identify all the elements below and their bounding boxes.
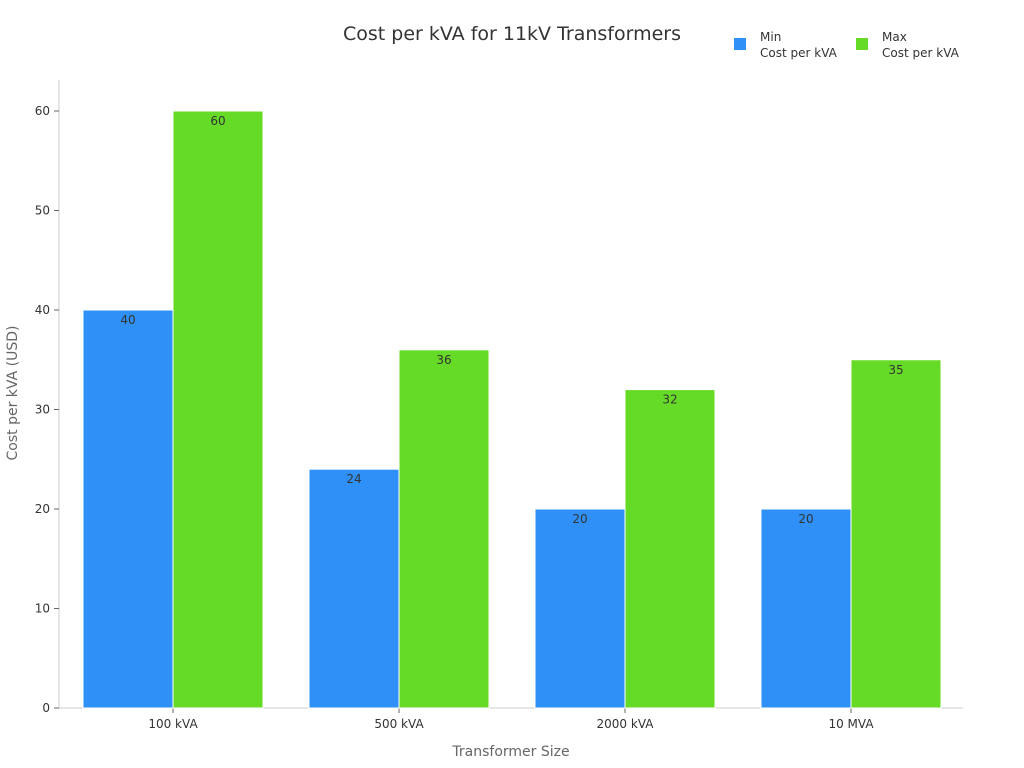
y-tick-label: 30 — [35, 403, 50, 417]
bar — [534, 508, 626, 709]
bar — [398, 349, 490, 709]
bar — [82, 309, 174, 709]
bar — [760, 508, 852, 709]
x-tick-label: 10 MVA — [828, 717, 874, 731]
bar — [308, 468, 400, 709]
data-label: 20 — [572, 512, 587, 526]
x-tick-label: 500 kVA — [374, 717, 424, 731]
data-label: 20 — [798, 512, 813, 526]
legend-swatch — [856, 38, 868, 50]
y-tick-label: 40 — [35, 303, 50, 317]
y-tick-label: 0 — [42, 701, 50, 715]
data-label: 32 — [662, 393, 677, 407]
y-tick-label: 20 — [35, 502, 50, 516]
y-axis-label: Cost per kVA (USD) — [5, 326, 21, 461]
x-axis-label: Transformer Size — [451, 744, 569, 760]
y-tick-label: 10 — [35, 602, 50, 616]
legend: Min Cost per kVA Max Cost per kVA — [734, 30, 960, 60]
x-tick-label: 100 kVA — [148, 717, 198, 731]
chart-title: Cost per kVA for 11kV Transformers — [343, 23, 681, 45]
y-tick-label: 60 — [35, 104, 50, 118]
legend-label: Max Cost per kVA — [882, 30, 960, 60]
x-tick-label: 2000 kVA — [597, 717, 655, 731]
y-tick-label: 50 — [35, 204, 50, 218]
bar — [850, 359, 942, 709]
data-label: 36 — [436, 353, 451, 367]
data-label: 60 — [210, 114, 225, 128]
bar — [624, 389, 716, 709]
legend-label: Min Cost per kVA — [760, 30, 838, 60]
data-label: 24 — [346, 472, 361, 486]
legend-swatch — [734, 38, 746, 50]
data-label: 40 — [120, 313, 135, 327]
data-label: 35 — [888, 363, 903, 377]
bar — [172, 110, 264, 709]
